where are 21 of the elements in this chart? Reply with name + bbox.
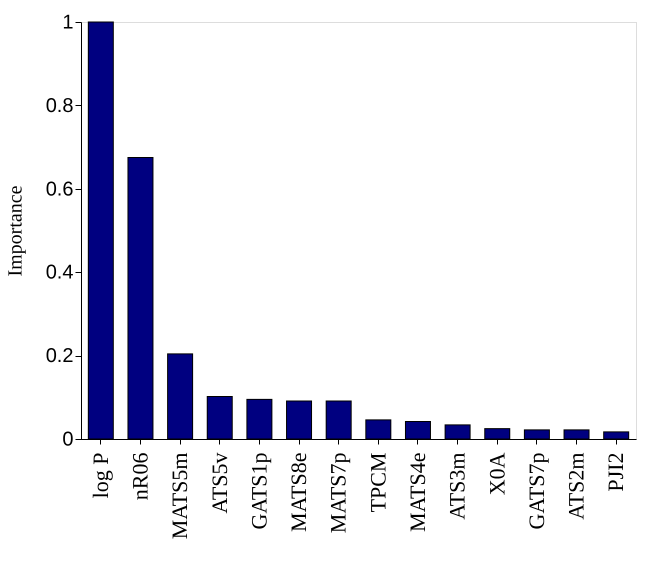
x-tick-label: ATS2m — [564, 452, 589, 520]
x-tick-label: MATS5m — [167, 452, 192, 540]
x-tick-label: MATS4e — [404, 452, 430, 532]
y-tick-label: 1 — [62, 12, 74, 34]
x-tick-label: nR06 — [127, 452, 152, 500]
x-tick-label: X0A — [484, 452, 510, 496]
y-tick-label: 0.2 — [46, 345, 74, 368]
x-tick-label: GATS7p — [524, 452, 549, 530]
y-axis-title: Importance — [4, 185, 27, 277]
x-tick-label: ATS3m — [444, 452, 470, 520]
x-tick-label: MATS7p — [326, 452, 351, 534]
x-tick-label: MATS8e — [286, 452, 312, 532]
x-tick-label: ATS5v — [206, 452, 232, 514]
y-tick-label: 0 — [62, 428, 74, 450]
y-tick-label: 0.6 — [46, 178, 74, 200]
y-tick-label: 0.8 — [46, 94, 74, 117]
x-tick-label: TPCM — [365, 452, 390, 512]
x-tick-label: log P — [88, 452, 113, 498]
x-tick-label: GATS1p — [246, 452, 272, 530]
y-tick-label: 0.4 — [46, 262, 74, 284]
x-tick-label: PJI2 — [603, 452, 628, 492]
